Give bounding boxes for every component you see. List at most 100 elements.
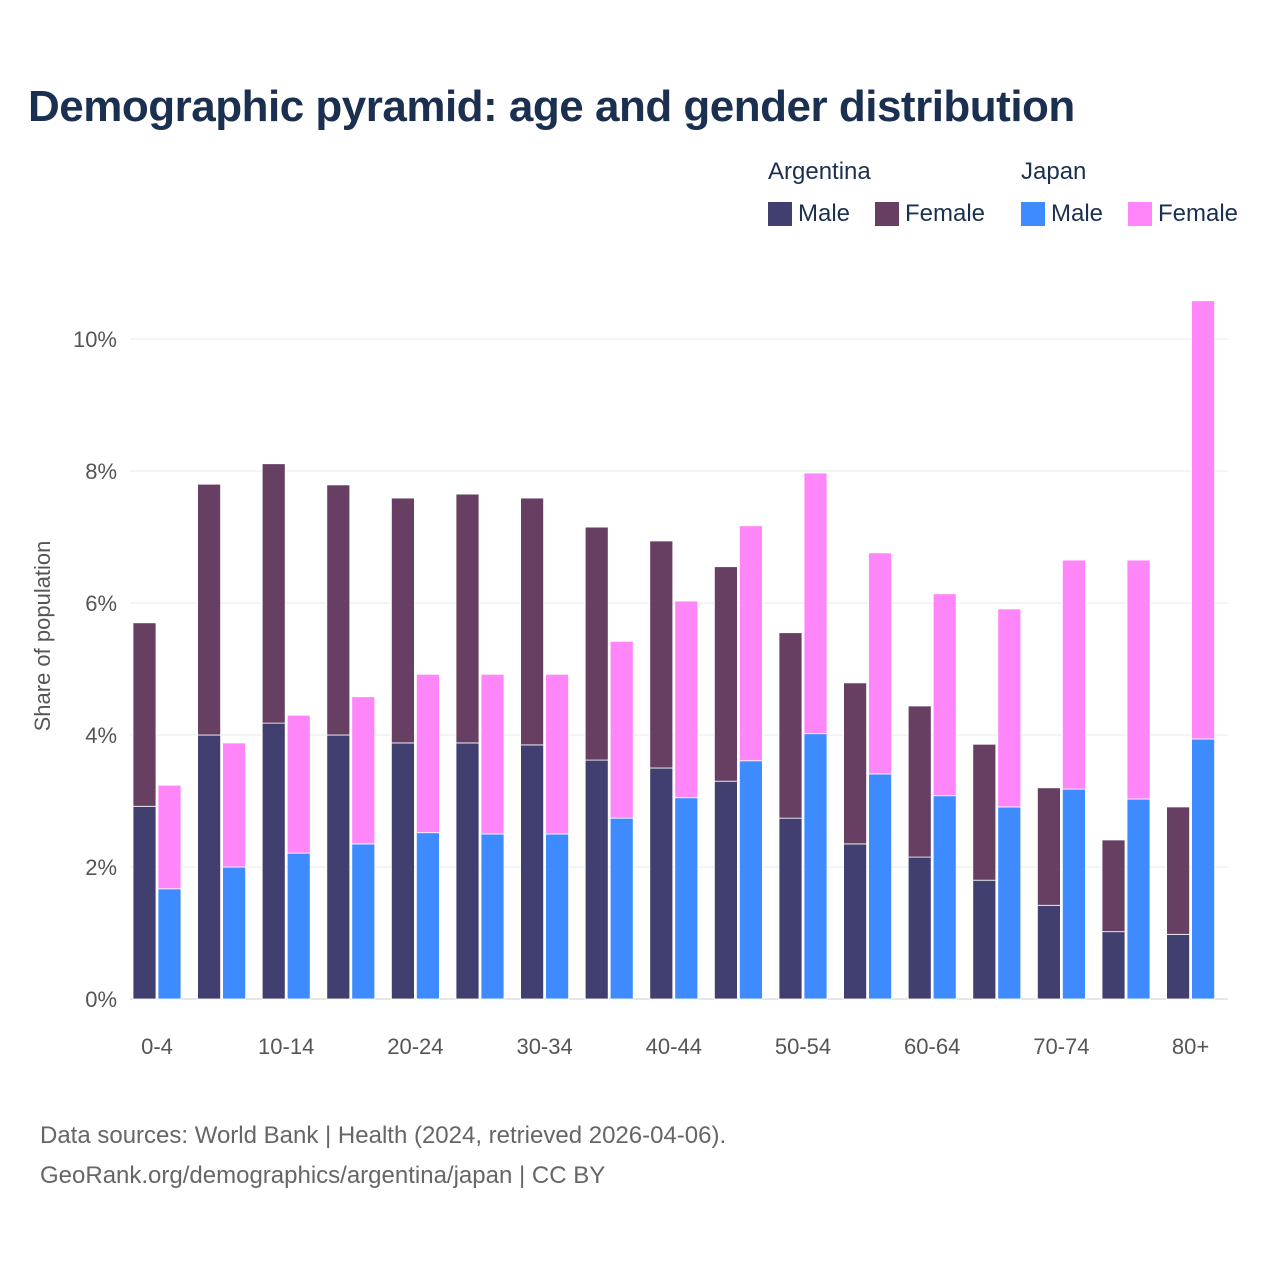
bar-japan-male-10-14[interactable]: [286, 852, 311, 1000]
bar-argentina-male-15-19[interactable]: [326, 734, 351, 1000]
bar-japan-male-55-59[interactable]: [868, 773, 892, 1000]
bar-japan-male-30-34[interactable]: [545, 833, 569, 1000]
bar-japan-male-0-4[interactable]: [157, 888, 182, 1000]
x-tick-label: 50-54: [775, 1034, 831, 1059]
bar-japan-female-35-39[interactable]: [609, 640, 634, 819]
bar-japan-male-15-19[interactable]: [351, 843, 376, 1000]
bar-argentina-male-75-79[interactable]: [1101, 931, 1126, 1000]
legend-label: Female: [905, 200, 986, 227]
bar-argentina-female-70-74[interactable]: [1037, 787, 1061, 906]
bar-argentina-female-25-29[interactable]: [455, 493, 480, 744]
bar-japan-female-70-74[interactable]: [1062, 559, 1086, 790]
bar-japan-female-45-49[interactable]: [739, 525, 763, 762]
bar-argentina-male-45-49[interactable]: [714, 780, 738, 1000]
legend-label: Male: [1051, 200, 1104, 227]
bar-argentina-male-10-14[interactable]: [261, 722, 286, 1000]
bar-argentina-female-60-64[interactable]: [907, 705, 932, 858]
bar-japan-male-60-64[interactable]: [932, 795, 957, 1000]
bar-japan-female-10-14[interactable]: [286, 714, 311, 854]
legend-japan-female[interactable]: Female: [1128, 200, 1238, 228]
bar-japan-female-5-9[interactable]: [222, 742, 247, 868]
bar-argentina-female-30-34[interactable]: [520, 497, 544, 746]
legend-group-argentina: Argentina: [768, 158, 871, 185]
legend-swatch: [768, 202, 792, 226]
y-tick-label: 2%: [85, 855, 117, 880]
bar-japan-male-45-49[interactable]: [739, 760, 763, 1000]
bar-argentina-female-20-24[interactable]: [390, 497, 415, 744]
bar-japan-female-20-24[interactable]: [415, 673, 440, 834]
legend-swatch: [1021, 202, 1045, 226]
bar-argentina-male-70-74[interactable]: [1037, 904, 1061, 1000]
bar-japan-female-75-79[interactable]: [1126, 559, 1151, 800]
bar-japan-female-60-64[interactable]: [932, 593, 957, 797]
legend-swatch: [1128, 202, 1152, 226]
bar-argentina-male-35-39[interactable]: [584, 759, 609, 1000]
bar-japan-male-80+[interactable]: [1191, 738, 1215, 1000]
bar-japan-female-25-29[interactable]: [480, 673, 505, 835]
bar-japan-female-55-59[interactable]: [868, 552, 892, 775]
bar-argentina-male-25-29[interactable]: [455, 742, 480, 1000]
bar-japan-male-50-54[interactable]: [803, 733, 828, 1000]
bar-argentina-male-20-24[interactable]: [390, 742, 415, 1000]
bar-japan-female-30-34[interactable]: [545, 673, 569, 835]
bar-japan-male-25-29[interactable]: [480, 833, 505, 1000]
bar-japan-female-50-54[interactable]: [803, 472, 828, 735]
bar-argentina-female-35-39[interactable]: [584, 526, 609, 761]
x-tick-label: 20-24: [387, 1034, 443, 1059]
x-tick-label: 10-14: [258, 1034, 314, 1059]
bar-japan-male-35-39[interactable]: [609, 817, 634, 1000]
x-tick-label: 0-4: [141, 1034, 173, 1059]
bar-argentina-female-80+[interactable]: [1166, 806, 1190, 935]
y-tick-label: 8%: [85, 459, 117, 484]
legend-argentina-female[interactable]: Female: [875, 200, 985, 228]
bar-argentina-female-10-14[interactable]: [261, 463, 286, 724]
bar-japan-female-65-69[interactable]: [997, 608, 1022, 808]
source-line-2[interactable]: GeoRank.org/demographics/argentina/japan…: [40, 1162, 606, 1189]
bar-argentina-male-30-34[interactable]: [520, 744, 544, 1000]
bar-japan-male-65-69[interactable]: [997, 806, 1022, 1000]
bar-argentina-male-65-69[interactable]: [972, 879, 997, 1000]
x-tick-label: 30-34: [516, 1034, 572, 1059]
bar-argentina-female-15-19[interactable]: [326, 484, 351, 736]
source-note: Data sources: World Bank | Health (2024,…: [40, 1116, 726, 1196]
bar-argentina-male-0-4[interactable]: [132, 805, 157, 1000]
bar-japan-female-0-4[interactable]: [157, 784, 182, 890]
bar-argentina-male-80+[interactable]: [1166, 933, 1190, 1000]
source-line-1: Data sources: World Bank | Health (2024,…: [40, 1122, 727, 1149]
legend-label: Female: [1158, 200, 1239, 227]
legend-japan-male[interactable]: Male: [1021, 200, 1103, 228]
bar-japan-male-40-44[interactable]: [674, 797, 699, 1000]
bar-japan-male-5-9[interactable]: [222, 866, 247, 1000]
bar-argentina-male-40-44[interactable]: [649, 767, 674, 1000]
legend-group-japan: Japan: [1021, 158, 1087, 185]
bar-argentina-male-55-59[interactable]: [843, 843, 867, 1000]
bar-argentina-male-5-9[interactable]: [197, 734, 222, 1000]
bar-argentina-female-50-54[interactable]: [778, 632, 803, 819]
bar-argentina-female-45-49[interactable]: [714, 566, 738, 782]
bar-argentina-female-40-44[interactable]: [649, 540, 674, 769]
chart-title: Demographic pyramid: age and gender dist…: [28, 82, 1075, 131]
bar-japan-male-20-24[interactable]: [415, 832, 440, 1000]
bar-argentina-male-60-64[interactable]: [907, 856, 932, 1000]
y-axis-label: Share of population: [30, 541, 55, 732]
legend-argentina-male[interactable]: Male: [768, 200, 850, 228]
x-tick-label: 60-64: [904, 1034, 960, 1059]
bar-argentina-male-50-54[interactable]: [778, 817, 803, 1000]
bar-argentina-female-0-4[interactable]: [132, 622, 157, 807]
legend-swatch: [875, 202, 899, 226]
bar-japan-female-15-19[interactable]: [351, 696, 376, 845]
bar-japan-male-70-74[interactable]: [1062, 788, 1086, 1000]
bar-argentina-female-75-79[interactable]: [1101, 839, 1126, 933]
x-tick-label: 40-44: [646, 1034, 702, 1059]
bar-argentina-female-55-59[interactable]: [843, 682, 867, 845]
bar-japan-female-40-44[interactable]: [674, 600, 699, 799]
x-tick-label: 70-74: [1033, 1034, 1089, 1059]
x-tick-label: 80+: [1172, 1034, 1209, 1059]
legend-label: Male: [798, 200, 851, 227]
y-tick-label: 4%: [85, 723, 117, 748]
bar-japan-female-80+[interactable]: [1191, 300, 1215, 740]
bar-argentina-female-5-9[interactable]: [197, 483, 222, 736]
bar-argentina-female-65-69[interactable]: [972, 743, 997, 881]
bar-japan-male-75-79[interactable]: [1126, 798, 1151, 1000]
